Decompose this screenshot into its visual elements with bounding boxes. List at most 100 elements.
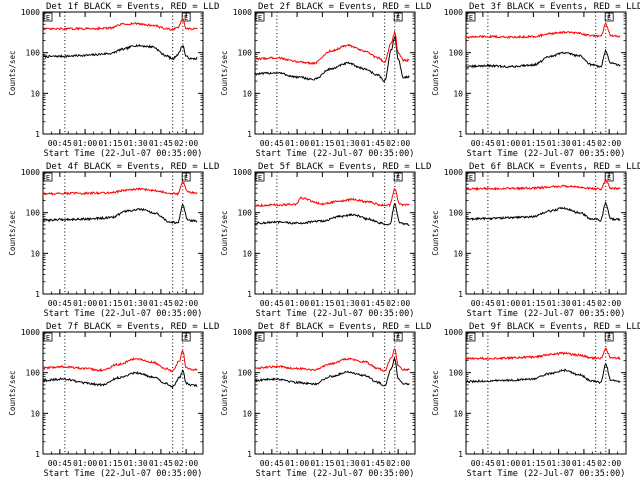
y-tick-label: 1000 [21,328,40,337]
y-tick-label: 1000 [21,8,40,17]
x-tick-label: 01:30 [547,139,571,148]
event-marker-label: E [396,14,400,22]
event-marker-label: E [469,14,473,22]
x-tick-label: 01:00 [73,139,97,148]
event-marker-box [604,12,614,22]
chart-panel-4: Det 4f BLACK = Events, RED = LLD 1 10 100 10… [8,162,219,319]
y-axis-label: Counts/sec [220,210,229,255]
y-tick-label: 1000 [233,8,252,17]
y-axis-label: Counts/sec [8,50,17,95]
y-tick-label: 1 [247,290,252,299]
event-marker-label: E [46,334,50,342]
y-tick-label: 100 [238,369,253,378]
x-axis-label: Start Time (22-Jul-07 00:35:00) [467,309,626,319]
y-tick-label: 1000 [444,168,463,177]
chart-panel-1: Det 1f BLACK = Events, RED = LLD 1 10 100 10… [8,2,219,159]
x-tick-label: 01:15 [521,459,545,468]
x-tick-label: 01:00 [285,139,309,148]
x-tick-label: 01:15 [98,139,122,148]
event-marker-label: E [258,14,262,22]
x-tick-label: 01:15 [521,139,545,148]
event-marker-box [393,332,403,342]
events-series-line [42,43,198,61]
event-marker-box [466,332,476,342]
plot-frame [42,11,204,135]
y-tick-label: 100 [238,49,253,58]
events-series-line [255,356,410,387]
lld-series-line [42,18,198,31]
x-tick-label: 01:45 [149,459,173,468]
plot-frame [254,171,416,295]
event-marker-box [604,172,614,182]
x-tick-label: 01:45 [149,299,173,308]
event-marker-label: E [396,334,400,342]
x-tick-label: 02:00 [386,299,410,308]
y-tick-label: 1000 [233,328,252,337]
x-tick-label: 00:45 [48,459,72,468]
x-tick-label: 01:30 [336,459,360,468]
y-tick-label: 1 [458,450,463,459]
chart-panel-9: Det 9f BLACK = Events, RED = LLD 1 10 100 10… [431,322,640,479]
chart-title: Det 8f BLACK = Events, RED = LLD [258,322,431,332]
y-tick-label: 10 [453,409,463,418]
events-series-line [465,201,621,222]
x-tick-label: 01:30 [336,299,360,308]
y-tick-label: 1 [247,450,252,459]
x-tick-label: 00:45 [48,139,72,148]
lld-series-line [465,347,621,361]
y-tick-label: 1 [35,290,40,299]
chart-title: Det 2f BLACK = Events, RED = LLD [258,2,431,12]
x-tick-label: 01:00 [285,299,309,308]
x-tick-label: 02:00 [597,299,621,308]
x-axis-label: Start Time (22-Jul-07 00:35:00) [256,309,415,319]
plot-frame [465,331,627,455]
lld-series-line [254,187,410,208]
chart-panel-3: Det 3f BLACK = Events, RED = LLD 1 10 100 10… [431,2,640,159]
x-tick-label: 01:30 [124,459,148,468]
events-series-line [465,48,621,69]
x-tick-label: 01:45 [572,459,596,468]
event-marker-box [43,172,53,182]
x-tick-label: 01:45 [572,139,596,148]
x-tick-label: 02:00 [597,139,621,148]
x-tick-label: 01:45 [361,299,385,308]
x-tick-label: 01:15 [521,299,545,308]
event-marker-box [255,172,265,182]
x-tick-label: 00:45 [260,299,284,308]
plot-frame [465,11,627,135]
plot-frame [254,331,416,455]
y-axis-label: Counts/sec [220,50,229,95]
y-tick-label: 10 [30,409,40,418]
lld-series-line [465,23,621,40]
y-tick-label: 1000 [444,8,463,17]
event-marker-label: E [184,334,188,342]
events-series-line [254,203,410,226]
event-marker-label: E [258,174,262,182]
x-tick-label: 01:45 [149,139,173,148]
chart-panel-2: Det 2f BLACK = Events, RED = LLD 1 10 100 10… [220,2,431,159]
y-tick-label: 1 [35,450,40,459]
x-tick-label: 01:30 [124,299,148,308]
y-tick-label: 1 [247,130,252,139]
event-marker-label: E [184,14,188,22]
chart-panel-8: Det 8f BLACK = Events, RED = LLD 1 10 100 10… [220,322,431,479]
x-tick-label: 01:00 [285,459,309,468]
x-tick-label: 01:00 [73,459,97,468]
y-tick-label: 1000 [444,328,463,337]
y-tick-label: 10 [453,249,463,258]
event-marker-box [393,12,403,22]
y-axis-label: Counts/sec [431,370,440,415]
plot-frame [465,171,627,295]
events-series-line [42,369,198,389]
chart-title: Det 7f BLACK = Events, RED = LLD [46,322,219,332]
x-tick-label: 01:45 [361,459,385,468]
x-tick-label: 01:15 [98,299,122,308]
event-marker-box [181,172,191,182]
event-marker-label: E [46,14,50,22]
x-axis-label: Start Time (22-Jul-07 00:35:00) [467,149,626,159]
x-tick-label: 00:45 [471,459,495,468]
event-marker-label: E [607,14,611,22]
events-series-line [465,362,621,384]
lld-series-line [465,179,621,192]
y-tick-label: 10 [30,249,40,258]
